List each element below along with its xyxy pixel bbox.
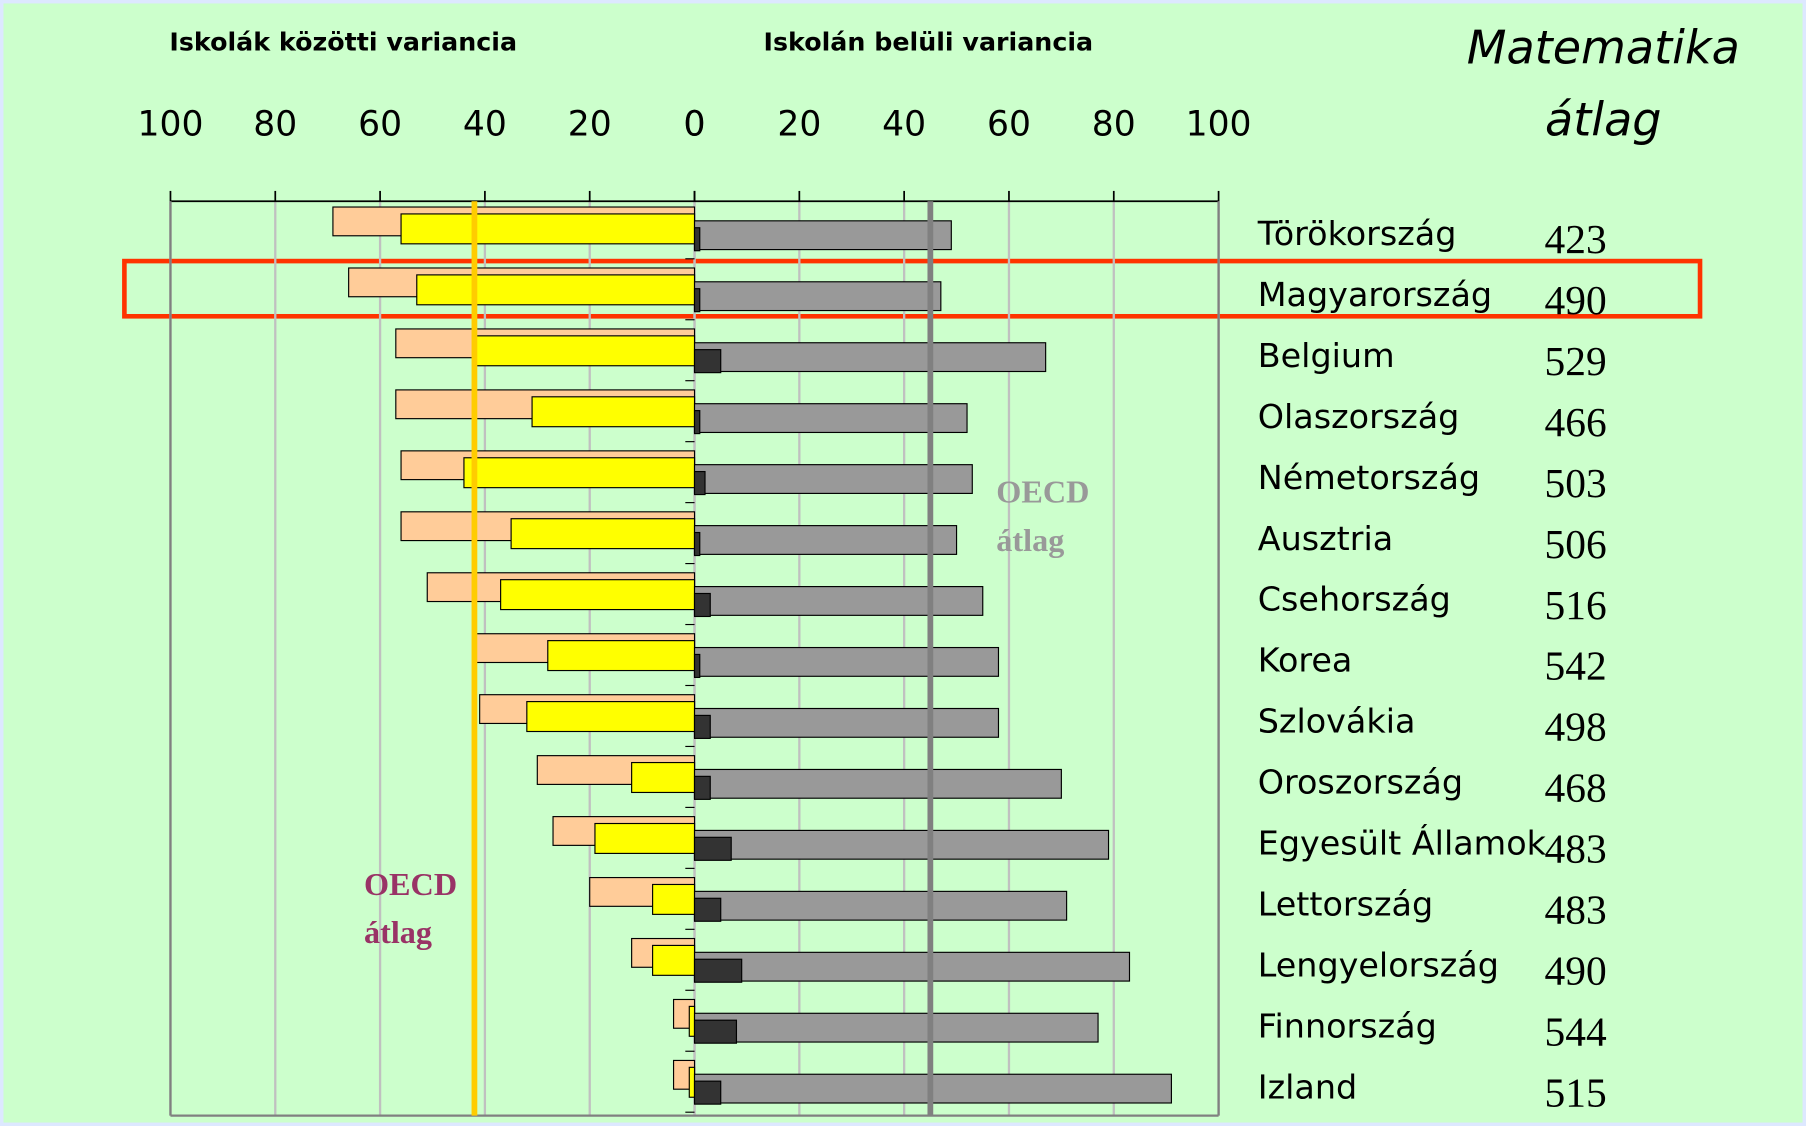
score-label: 515 (1545, 1069, 1607, 1115)
score-label: 498 (1545, 704, 1607, 750)
right-bar (693, 410, 701, 435)
score-label: 483 (1545, 826, 1607, 872)
right-bar (693, 1019, 738, 1044)
right-bar (693, 775, 711, 800)
left-bar (594, 822, 696, 854)
left-bar (688, 1066, 696, 1098)
right-bar (693, 281, 942, 312)
right-bar (693, 897, 722, 922)
score-header: átlag (1545, 93, 1662, 147)
category-label: Olaszország (1258, 397, 1460, 436)
right-bar (693, 342, 1047, 373)
oecd-label: átlag (996, 522, 1064, 558)
score-label: 483 (1545, 887, 1607, 933)
right-bar (693, 592, 711, 618)
right-bar (693, 349, 722, 374)
x-tick-label: 20 (568, 105, 612, 145)
right-bar (693, 470, 706, 496)
x-tick-label: 100 (137, 105, 203, 145)
x-tick-label: 0 (684, 105, 706, 145)
oecd-label: OECD (364, 866, 457, 902)
x-tick-label: 100 (1186, 105, 1252, 145)
category-label: Ausztria (1258, 519, 1393, 558)
right-bar (693, 288, 701, 313)
left-bar (463, 457, 696, 489)
x-tick-label: 0 (684, 105, 706, 145)
right-bar (693, 464, 973, 494)
score-label: 490 (1545, 948, 1607, 994)
left-bar (500, 579, 696, 611)
right-bar (693, 653, 701, 679)
right-bar (693, 714, 711, 739)
right-bar (693, 958, 743, 983)
score-label: 423 (1545, 216, 1607, 262)
category-label: Lengyelország (1258, 946, 1499, 985)
right-bar (693, 1080, 722, 1105)
right-bar (693, 646, 1000, 677)
score-header: Matematika (1467, 20, 1740, 74)
x-tick-label: 40 (463, 105, 507, 145)
right-bar (693, 531, 701, 557)
right-bar (693, 227, 701, 252)
category-label: Finnország (1258, 1006, 1437, 1045)
right-bar (693, 403, 968, 434)
left-bar (400, 213, 696, 245)
score-label: 503 (1545, 460, 1607, 506)
category-label: Oroszország (1258, 763, 1463, 802)
right-bar (693, 220, 952, 251)
right-bar (693, 836, 732, 861)
score-label: 506 (1545, 521, 1607, 567)
category-label: Szlovákia (1258, 702, 1416, 741)
right-bar (693, 768, 1062, 799)
category-label: Korea (1258, 641, 1353, 680)
right-bar (693, 1012, 1099, 1043)
left-bar (473, 335, 696, 367)
left-bar (526, 701, 696, 733)
left-title: Iskolák közötti variancia (169, 27, 517, 57)
left-bar (547, 640, 696, 672)
right-bar (693, 829, 1110, 860)
right-bar (693, 707, 1000, 738)
right-bar (693, 586, 984, 616)
right-bar (693, 890, 1068, 921)
score-label: 542 (1545, 643, 1607, 689)
category-label: Törökország (1257, 214, 1457, 253)
category-label: Egyesült Államok (1258, 823, 1547, 863)
category-label: Magyarország (1258, 275, 1492, 314)
category-label: Belgium (1258, 336, 1395, 375)
score-label: 466 (1545, 399, 1607, 445)
left-bar (510, 518, 696, 550)
score-label: 544 (1545, 1009, 1607, 1055)
x-tick-label: 20 (777, 105, 821, 145)
left-bar (631, 761, 696, 794)
x-tick-label: 40 (882, 105, 926, 145)
x-tick-label: 80 (1092, 105, 1136, 145)
x-tick-label: 60 (987, 105, 1031, 145)
right-bar (693, 525, 958, 555)
oecd-label: átlag (364, 914, 432, 950)
x-tick-label: 80 (253, 105, 297, 145)
left-bar (652, 944, 696, 976)
score-label: 490 (1545, 277, 1607, 323)
left-bar (688, 1005, 696, 1037)
score-label: 529 (1545, 338, 1607, 384)
category-label: Lettország (1258, 885, 1433, 924)
highlight-box (122, 258, 1703, 319)
category-label: Csehország (1258, 580, 1451, 619)
left-bar (531, 396, 696, 428)
category-label: Izland (1258, 1067, 1357, 1106)
x-tick-label: 60 (358, 105, 402, 145)
right-bar (693, 951, 1131, 982)
category-label: Németország (1258, 458, 1480, 497)
score-label: 516 (1545, 582, 1607, 628)
oecd-label: OECD (996, 474, 1089, 510)
right-title: Iskolán belüli variancia (764, 27, 1094, 57)
left-bar (416, 274, 696, 306)
score-label: 468 (1545, 765, 1607, 811)
left-bar (652, 883, 696, 915)
